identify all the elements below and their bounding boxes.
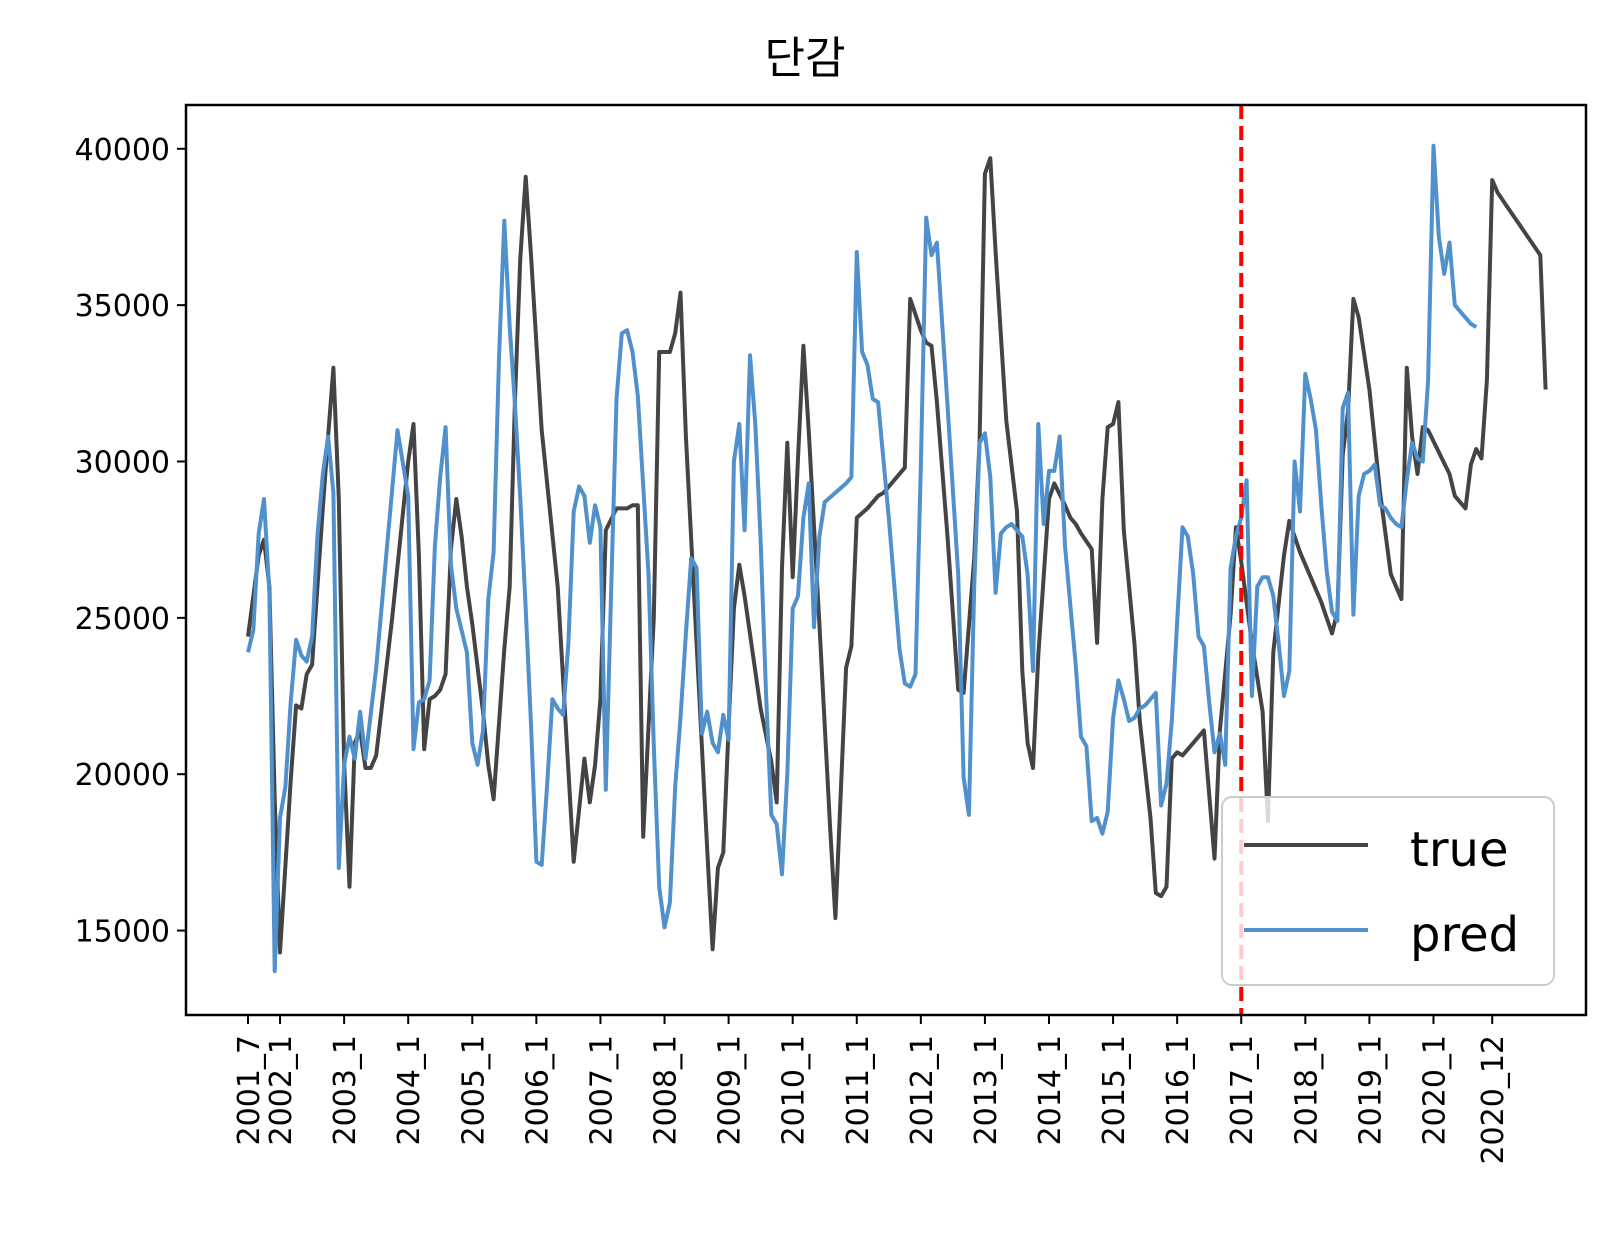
- x-tick-label: 2007_1: [584, 1035, 619, 1145]
- x-tick-label: 2010_1: [777, 1035, 812, 1145]
- y-tick-label: 25000: [75, 602, 170, 637]
- chart-title: 단감: [764, 33, 846, 84]
- x-tick-label: 2003_1: [328, 1035, 363, 1145]
- x-tick-label: 2018_1: [1289, 1035, 1324, 1145]
- y-tick-label: 15000: [75, 915, 170, 950]
- legend: true pred: [1221, 796, 1555, 986]
- x-tick-label: 2013_1: [969, 1035, 1004, 1145]
- x-tick-label: 2017_1: [1225, 1035, 1260, 1145]
- x-tick-label: 2015_1: [1097, 1035, 1132, 1145]
- y-tick-label: 35000: [75, 289, 170, 324]
- x-tick-label: 2012_1: [905, 1035, 940, 1145]
- x-tick-label: 2020_12: [1476, 1035, 1511, 1165]
- axis-ticks: 15000 20000 25000 30000 35000 40000 2001_72002…: [75, 133, 1512, 1165]
- x-tick-label: 2002_1: [264, 1035, 299, 1145]
- x-tick-label: 2019_1: [1353, 1035, 1388, 1145]
- x-tick-label: 2006_1: [520, 1035, 555, 1145]
- x-tick-label: 2008_1: [649, 1035, 684, 1145]
- x-tick-label: 2011_1: [841, 1035, 876, 1145]
- y-tick-label: 30000: [75, 445, 170, 480]
- x-tick-label: 2005_1: [456, 1035, 491, 1145]
- x-tick-label: 2009_1: [713, 1035, 748, 1145]
- y-tick-label: 20000: [75, 758, 170, 793]
- x-tick-label: 2016_1: [1161, 1035, 1196, 1145]
- x-tick-label: 2020_1: [1417, 1035, 1452, 1145]
- series-layer: [246, 143, 1548, 974]
- legend-label-true: true: [1410, 822, 1509, 878]
- x-tick-label: 2004_1: [392, 1035, 427, 1145]
- x-tick-label: 2014_1: [1033, 1035, 1068, 1145]
- plot-frame: [184, 103, 1588, 1017]
- x-tick-label: 2001_7: [232, 1035, 267, 1145]
- series-line-pred: [246, 143, 1478, 974]
- y-tick-label: 40000: [75, 133, 170, 168]
- series-line-true: [246, 156, 1548, 955]
- legend-label-pred: pred: [1410, 907, 1519, 963]
